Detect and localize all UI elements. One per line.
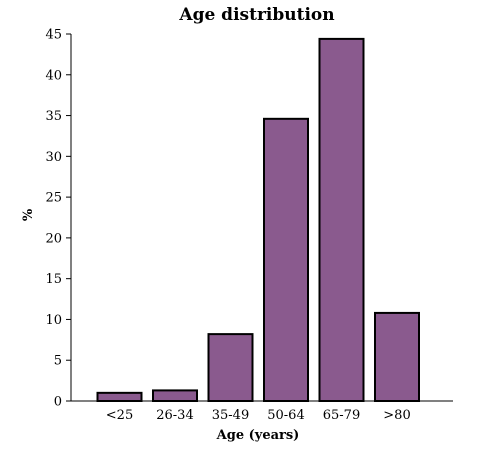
y-tick-label: 45 (45, 28, 62, 43)
bar-5 (374, 311, 420, 403)
x-tick-label: <25 (106, 408, 133, 423)
y-tick-label: 40 (45, 68, 62, 83)
x-tick-label: 35-49 (212, 408, 249, 423)
x-tick-label: >80 (383, 408, 410, 423)
y-tick-label: 10 (45, 313, 62, 328)
y-tick-label: 30 (45, 150, 62, 165)
x-axis-ticks: <25 26-34 35-49 50-64 65-79 >80 (106, 408, 411, 423)
y-axis-ticks: 0 5 10 15 20 25 30 35 40 45 (45, 28, 71, 410)
chart-title: Age distribution (178, 5, 334, 25)
y-tick-label: 35 (45, 109, 62, 124)
x-axis-label: Age (years) (216, 428, 300, 443)
x-tick-label: 50-64 (267, 408, 304, 423)
x-tick-label: 65-79 (323, 408, 360, 423)
y-tick-label: 15 (45, 272, 62, 287)
x-tick-label: 26-34 (156, 408, 193, 423)
bar-2 (207, 333, 254, 402)
y-tick-label: 0 (54, 395, 62, 410)
bar-0 (96, 391, 143, 402)
y-tick-label: 25 (45, 191, 62, 206)
y-tick-label: 5 (54, 354, 62, 369)
y-axis-label: % (21, 208, 36, 221)
y-tick-label: 20 (45, 231, 62, 246)
bar-1 (152, 389, 198, 402)
bar-3 (263, 117, 309, 402)
bars-layer (96, 37, 420, 403)
bar-4 (318, 37, 365, 402)
